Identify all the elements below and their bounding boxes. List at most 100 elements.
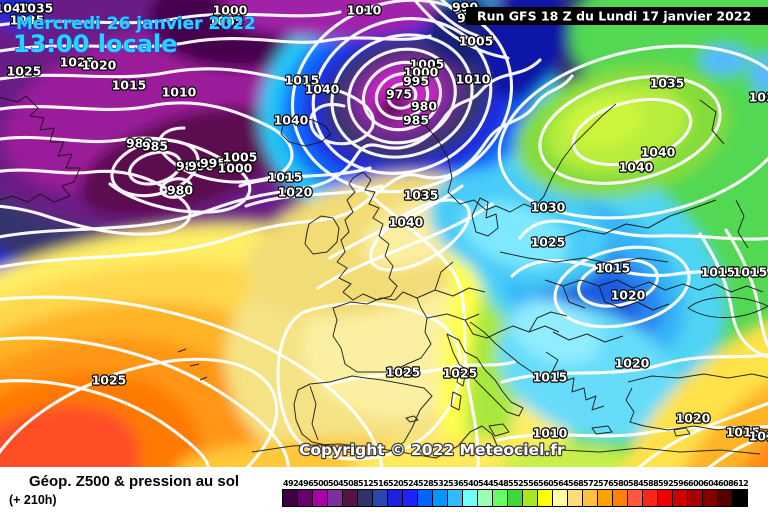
pressure-label: 980	[167, 183, 193, 198]
pressure-label: 1040	[274, 113, 309, 128]
pressure-label: 1035	[19, 1, 54, 16]
colorbar-tick: 492	[283, 479, 299, 488]
colorbar-swatch	[567, 489, 583, 507]
pressure-label: 1015	[285, 73, 320, 88]
pressure-label: 1040	[0, 1, 30, 16]
pressure-label: 1015	[733, 265, 768, 280]
pressure-label: 1040	[641, 145, 676, 160]
pressure-label: 1035	[10, 13, 45, 28]
footer-forecast-offset: (+ 210h)	[9, 493, 57, 507]
pressure-label: 1005	[209, 14, 244, 29]
pressure-label: 1040	[305, 82, 340, 97]
colorbar-swatch	[312, 489, 328, 507]
pressure-label: 1010	[749, 429, 768, 444]
weather-map: 1040103510351025102510201015101010001005…	[0, 0, 768, 467]
colorbar-swatch	[297, 489, 313, 507]
pressure-label: 1040	[619, 160, 654, 175]
colorbar-cell: 512	[357, 479, 374, 507]
pressure-label: 990	[188, 159, 214, 174]
colorbar-tick: 500	[313, 479, 329, 488]
pressure-label: 985	[403, 113, 429, 128]
pressure-label: 1025	[386, 365, 421, 380]
colorbar-cell: 604	[702, 479, 719, 507]
colorbar-tick: 504	[328, 479, 344, 488]
pressure-label: 1020	[615, 356, 650, 371]
pressure-label: 1020	[676, 411, 711, 426]
map-footer: Géop. Z500 & pression au sol (+ 210h) 49…	[0, 467, 768, 512]
valid-date-label: Mercredi 26 janvier 2022	[16, 14, 256, 34]
colorbar-tick: 568	[568, 479, 584, 488]
colorbar-cell: 580	[612, 479, 629, 507]
colorbar-swatch	[357, 489, 373, 507]
colorbar-swatch	[372, 489, 388, 507]
colorbar-cell: 584	[627, 479, 644, 507]
colorbar-tick: 548	[493, 479, 509, 488]
pressure-label: 1035	[650, 76, 685, 91]
valid-time-label: 13:00 locale	[13, 30, 177, 58]
pressure-label: 1015	[268, 170, 303, 185]
colorbar-cell: 612	[732, 479, 749, 507]
colorbar-tick: 560	[538, 479, 554, 488]
colorbar-tick: 508	[343, 479, 359, 488]
colorbar-cell: 564	[552, 479, 569, 507]
colorbar-tick: 584	[628, 479, 644, 488]
colorbar-cell: 600	[687, 479, 704, 507]
colorbar-tick: 544	[478, 479, 494, 488]
colorbar-tick: 576	[598, 479, 614, 488]
colorbar-swatch	[537, 489, 553, 507]
colorbar-cell: 496	[297, 479, 314, 507]
colorbar-cell: 536	[447, 479, 464, 507]
colorbar-swatch	[702, 489, 718, 507]
colorbar-cell: 532	[432, 479, 449, 507]
colorbar-cell: 516	[372, 479, 389, 507]
colorbar-cell: 520	[387, 479, 404, 507]
colorbar-tick: 524	[403, 479, 419, 488]
pressure-label: 1030	[531, 200, 566, 215]
colorbar-tick: 572	[583, 479, 599, 488]
pressure-label: 980	[411, 99, 437, 114]
colorbar-cell: 540	[462, 479, 479, 507]
colorbar-swatch	[687, 489, 703, 507]
pressure-label: 1040	[389, 215, 424, 230]
pressure-label: 1035	[404, 188, 439, 203]
colorbar-swatch	[732, 489, 748, 507]
coastlines	[0, 95, 768, 459]
footer-title: Géop. Z500 & pression au sol	[29, 473, 240, 490]
colorbar-cell: 552	[507, 479, 524, 507]
colorbar-cell: 588	[642, 479, 659, 507]
colorbar-cell: 576	[597, 479, 614, 507]
colorbar-swatch	[402, 489, 418, 507]
colorbar-swatch	[612, 489, 628, 507]
colorbar-swatch	[642, 489, 658, 507]
colorbar-tick: 564	[553, 479, 569, 488]
colorbar-swatch	[492, 489, 508, 507]
pressure-label: 1020	[82, 58, 117, 73]
pressure-label: 1025	[443, 366, 478, 381]
pressure-label: 1005	[223, 150, 258, 165]
colorbar-cell: 524	[402, 479, 419, 507]
colorbar-tick: 532	[433, 479, 449, 488]
colorbar-tick: 512	[358, 479, 374, 488]
pressure-label: 1035	[749, 90, 768, 105]
colorbar-tick: 588	[643, 479, 659, 488]
colorbar-swatch	[582, 489, 598, 507]
pressure-label: 1015	[701, 265, 736, 280]
pressure-label: 1010	[533, 426, 568, 441]
colorbar-swatch	[282, 489, 298, 507]
colorbar-tick: 556	[523, 479, 539, 488]
colorbar-swatch	[672, 489, 688, 507]
copyright-watermark: Copyright © 2022 Meteociel.fr	[299, 441, 565, 459]
pressure-label: 1010	[347, 3, 382, 18]
colorbar: 492 496 500 504 508 512 516 520 524 528 532 536 540 5…	[282, 479, 749, 507]
colorbar-cell: 544	[477, 479, 494, 507]
pressure-labels: 1040103510351025102510201015101010001005…	[0, 0, 768, 445]
colorbar-tick: 520	[388, 479, 404, 488]
pressure-label: 985	[142, 139, 168, 154]
colorbar-cell: 528	[417, 479, 434, 507]
colorbar-cell: 568	[567, 479, 584, 507]
colorbar-cell: 508	[342, 479, 359, 507]
colorbar-tick: 612	[733, 479, 749, 488]
run-info-bar	[466, 7, 768, 25]
pressure-label: 980	[126, 136, 152, 151]
